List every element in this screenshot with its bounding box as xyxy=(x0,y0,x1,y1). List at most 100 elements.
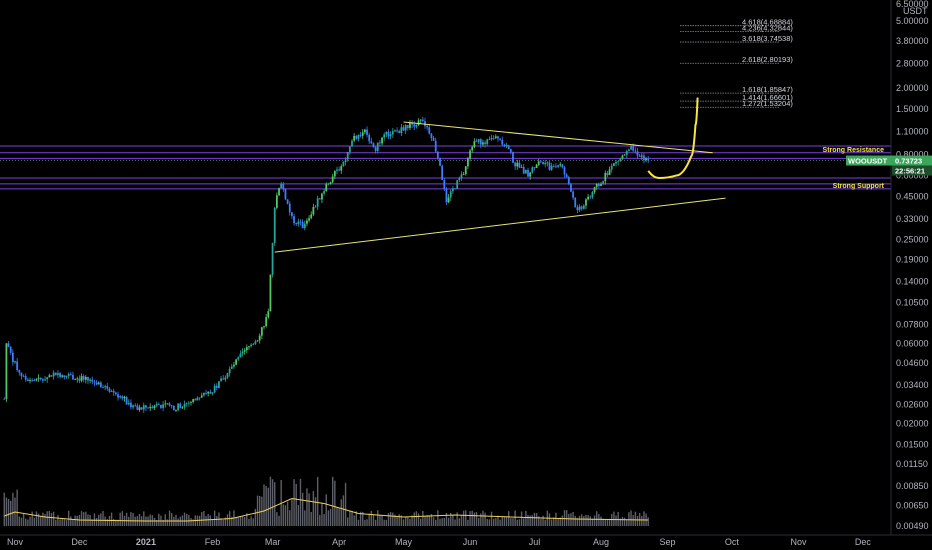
volume-bar xyxy=(138,513,141,526)
candle-body xyxy=(318,198,321,200)
volume-bar xyxy=(544,519,546,526)
fibonacci-levels: 4.618(4.68884)4.236(4.32844)3.618(3.7453… xyxy=(680,18,793,108)
volume-bar xyxy=(613,511,615,526)
candle-body xyxy=(196,397,199,401)
candle-body xyxy=(389,134,392,137)
volume-bar xyxy=(312,491,315,526)
volume-bar xyxy=(93,513,96,526)
candle-body xyxy=(421,119,424,122)
volume-bar xyxy=(628,512,630,526)
candle-body xyxy=(166,403,169,405)
candle-body xyxy=(306,220,308,224)
volume-bar xyxy=(486,518,488,526)
candle-body xyxy=(200,395,203,398)
volume-bar xyxy=(239,516,242,526)
candle-body xyxy=(361,132,364,136)
volume-bar xyxy=(492,518,495,526)
volume-bar xyxy=(168,510,171,526)
candle-body xyxy=(215,385,218,388)
volume-bar xyxy=(415,511,418,526)
candle-body xyxy=(187,402,190,404)
candle-body xyxy=(445,189,448,203)
volume-bar xyxy=(392,512,394,526)
candle-body xyxy=(587,196,590,200)
candle-body xyxy=(518,162,521,168)
candle-body xyxy=(477,139,480,142)
volume-bar xyxy=(78,515,81,526)
volume-bar xyxy=(443,517,446,526)
candle-body xyxy=(106,386,109,389)
time-tick-label: Mar xyxy=(265,537,281,547)
volume-bar xyxy=(497,515,499,526)
candle-body xyxy=(557,165,559,167)
candle-body xyxy=(39,377,42,380)
time-tick-label: Jun xyxy=(463,537,478,547)
volume-bar xyxy=(70,516,72,526)
volume-bar xyxy=(297,504,300,526)
candle-body xyxy=(501,139,504,145)
volume-bar xyxy=(314,497,317,526)
candle-body xyxy=(634,150,637,152)
candle-body xyxy=(286,199,289,204)
candle-body xyxy=(632,146,635,151)
candle-body xyxy=(486,139,489,145)
candle-body xyxy=(218,381,220,388)
volume-bar xyxy=(325,494,327,526)
candle-body xyxy=(464,166,467,175)
price-tick-label: 0.33000 xyxy=(896,214,929,224)
candle-body xyxy=(344,159,347,162)
candle-body xyxy=(404,125,407,131)
candle-body xyxy=(54,372,57,376)
candle-body xyxy=(363,129,366,133)
volume-bar xyxy=(559,517,561,526)
candle-body xyxy=(35,378,38,381)
volume-bar xyxy=(20,517,23,526)
volume-bar xyxy=(162,519,164,526)
symbol-label: WOOUSDT xyxy=(848,157,888,166)
candle-body xyxy=(451,188,454,192)
volume-bar xyxy=(72,519,74,526)
candle-body xyxy=(449,191,452,198)
volume-bar xyxy=(267,487,269,526)
volume-bar xyxy=(460,515,463,526)
candle-body xyxy=(228,368,231,374)
volume-bar xyxy=(381,515,383,526)
volume-bar xyxy=(370,510,373,526)
volume-bar xyxy=(351,510,353,526)
volume-bar xyxy=(550,519,553,526)
candle-body xyxy=(175,410,177,411)
candle-body xyxy=(494,136,497,138)
volume-bar xyxy=(520,511,523,526)
candle-body xyxy=(563,167,566,175)
candle-body xyxy=(233,364,235,367)
volume-bar xyxy=(16,489,18,526)
volume-bar xyxy=(377,510,379,526)
candle-body xyxy=(316,198,319,207)
volume-bar xyxy=(121,511,124,526)
volume-bar xyxy=(364,519,366,526)
volume-bar xyxy=(31,511,33,526)
volume-bar xyxy=(331,476,334,526)
candle-body xyxy=(63,375,66,378)
candle-body xyxy=(18,370,21,373)
price-tick-label: 3.80000 xyxy=(896,36,929,46)
price-tick-label: 0.60000 xyxy=(896,171,929,181)
candle-body xyxy=(59,373,61,377)
volume-bar xyxy=(507,511,510,526)
candle-body xyxy=(381,137,383,144)
volume-bar xyxy=(319,515,321,526)
candle-body xyxy=(65,375,68,378)
candle-body xyxy=(544,162,547,165)
candle-body xyxy=(593,187,596,192)
price-tick-label: 0.07800 xyxy=(896,319,929,329)
volume-bar xyxy=(274,482,276,526)
fib-label: 1.272(1.53204) xyxy=(742,99,793,108)
candle-body xyxy=(291,212,293,217)
volume-bar xyxy=(598,514,600,526)
price-tick-label: 0.80000 xyxy=(896,150,929,160)
volume-bar xyxy=(29,516,31,526)
candle-body xyxy=(162,404,165,408)
volume-bar xyxy=(310,512,312,526)
candle-body xyxy=(490,137,493,140)
